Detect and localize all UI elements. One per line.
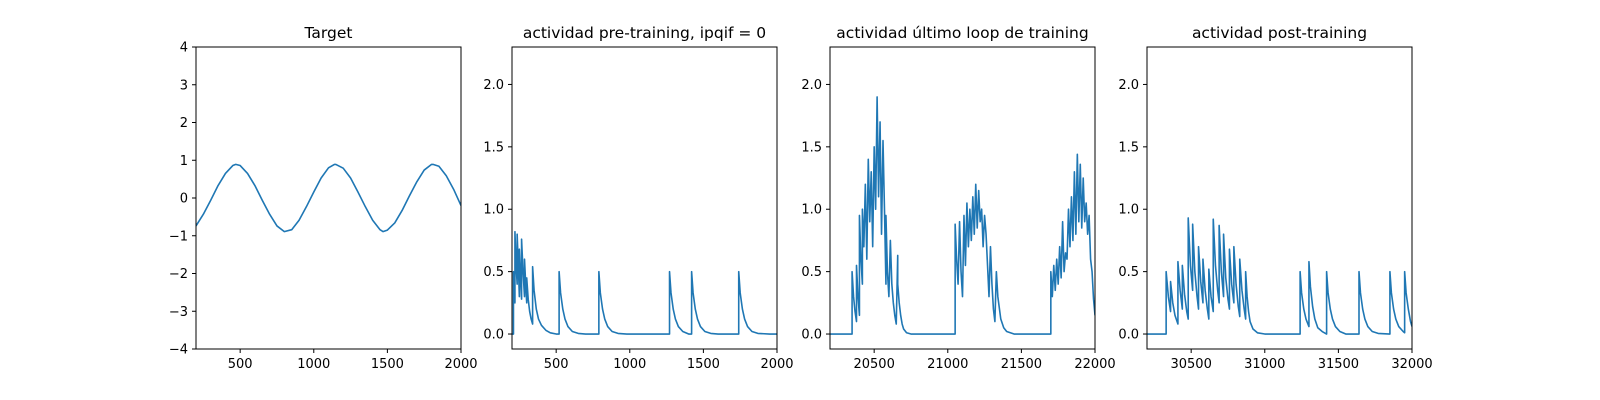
x-tick-label: 1500	[687, 357, 720, 372]
y-tick-label: 2.0	[801, 78, 822, 93]
y-tick-label: 0.0	[1118, 328, 1139, 343]
axes-frame	[511, 46, 778, 350]
x-tick-label: 21500	[1001, 357, 1042, 372]
chart-panel-3: 20500 21000 21500 22000 0.0 0.5 1.0 1.5 2.0 activ…	[801, 24, 1115, 372]
y-tick-label: 0	[180, 192, 188, 207]
chart-panel-4: 30500 31000 31500 32000 0.0 0.5 1.0 1.5 2.0 activ…	[1118, 24, 1432, 372]
x-tick-label: 1000	[613, 357, 646, 372]
y-tick-label: 4	[180, 41, 188, 56]
y-tick-label: 0.0	[483, 328, 504, 343]
y-tick-label: 1.5	[483, 140, 504, 155]
x-tick-label: 20500	[853, 357, 894, 372]
y-tick-label: 1.5	[1118, 140, 1139, 155]
axes-frame	[195, 46, 462, 350]
series-line-2-1	[512, 230, 777, 335]
y-tick-label: 0.5	[801, 265, 822, 280]
x-tick-label: 21000	[927, 357, 968, 372]
y-tick-label: 1.0	[801, 203, 822, 218]
y-tick-label: 1.0	[483, 203, 504, 218]
y-tick-label: 0.0	[801, 328, 822, 343]
series-line-4-1	[1147, 217, 1412, 335]
y-tick-label: −4	[169, 343, 188, 358]
axes-frame	[1146, 46, 1413, 350]
x-tick-label: 2000	[760, 357, 793, 372]
chart-title: Target	[304, 24, 353, 42]
x-tick-label: 32000	[1391, 357, 1432, 372]
y-tick-label: 2	[180, 116, 188, 131]
y-tick-label: 2.0	[1118, 78, 1139, 93]
series-line-3-1	[830, 96, 1095, 335]
x-tick-label: 1000	[297, 357, 330, 372]
y-tick-label: 1	[180, 154, 188, 169]
x-tick-label: 500	[544, 357, 569, 372]
x-tick-label: 30500	[1170, 357, 1211, 372]
x-tick-label: 31000	[1244, 357, 1285, 372]
chart-panel-1: 500 1000 1500 2000 −4 −3 −2 −1 0 1 2 3 4 Target	[169, 24, 478, 372]
y-tick-label: −2	[169, 267, 188, 282]
chart-title: actividad último loop de training	[836, 24, 1088, 42]
chart-panel-2: 500 1000 1500 2000 0.0 0.5 1.0 1.5 2.0 actividad …	[483, 24, 793, 372]
y-tick-label: −3	[169, 305, 188, 320]
x-tick-label: 500	[228, 357, 253, 372]
y-tick-label: 2.0	[483, 78, 504, 93]
x-tick-label: 2000	[444, 357, 477, 372]
chart-title: actividad pre-training, ipqif = 0	[523, 24, 766, 42]
x-tick-label: 31500	[1318, 357, 1359, 372]
y-tick-label: 0.5	[483, 265, 504, 280]
x-tick-label: 1500	[371, 357, 404, 372]
series-line-1-1	[196, 163, 461, 233]
x-tick-label: 22000	[1074, 357, 1115, 372]
y-tick-label: 1.5	[801, 140, 822, 155]
axes-frame	[829, 46, 1096, 350]
y-tick-label: 3	[180, 78, 188, 93]
y-tick-label: 1.0	[1118, 203, 1139, 218]
chart-title: actividad post-training	[1192, 24, 1367, 42]
y-tick-label: −1	[169, 229, 188, 244]
y-tick-label: 0.5	[1118, 265, 1139, 280]
